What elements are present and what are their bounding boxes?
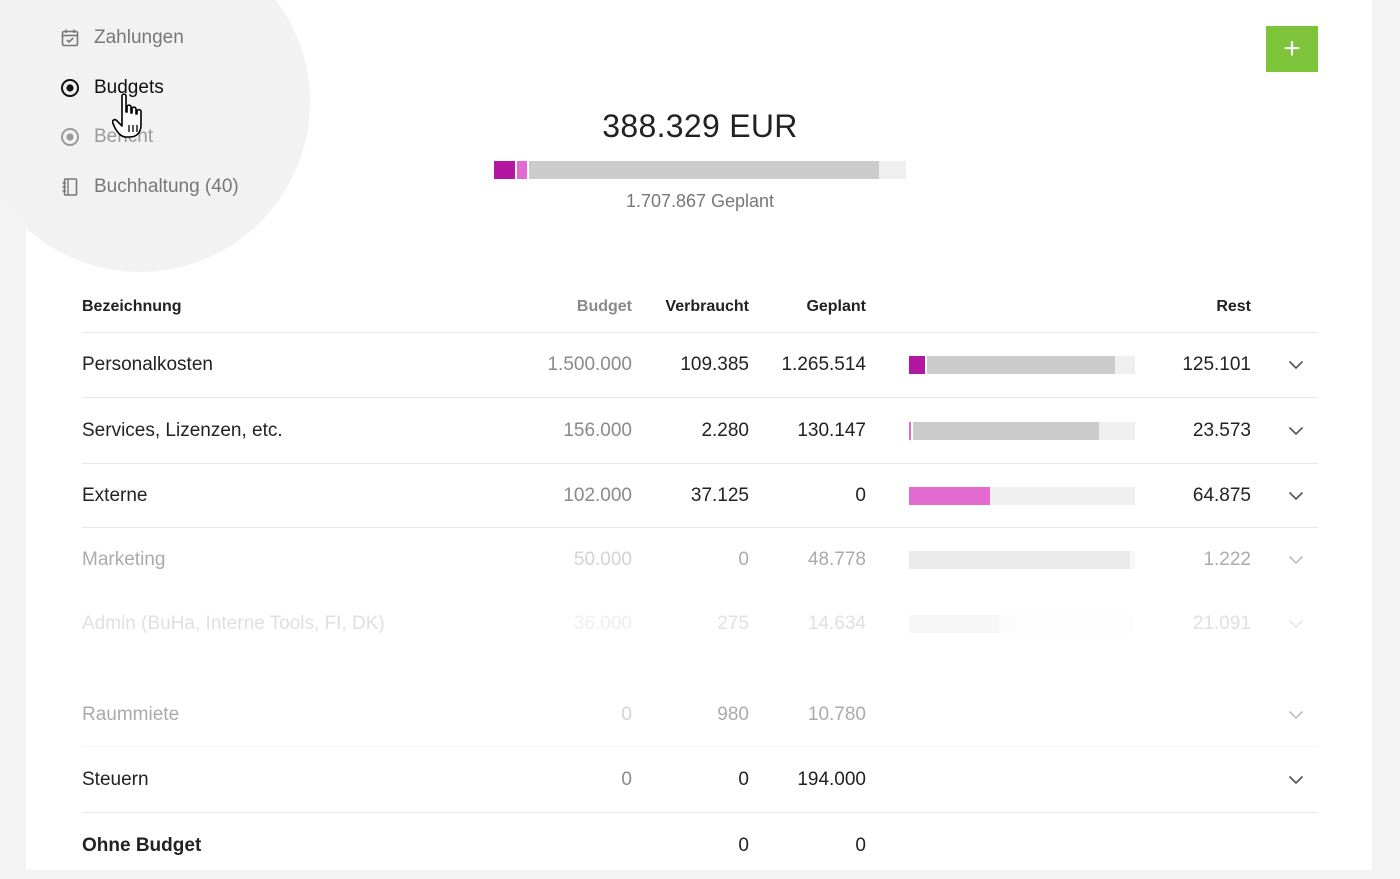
row-geplant: 48.778: [807, 549, 866, 570]
summary-bar-segment: [494, 161, 515, 179]
row-progress-bar: [909, 356, 1135, 374]
nav-label-zahlungen: Zahlungen: [94, 27, 184, 48]
table-row[interactable]: Services, Lizenzen, etc. 156.000 2.280 130.…: [82, 398, 1318, 464]
row-progress: [909, 464, 1135, 527]
row-rest: 64.875: [1192, 484, 1251, 506]
row-bar-segment: [924, 356, 1115, 374]
row-bar-segment: [911, 421, 1099, 440]
row-name: Ohne Budget: [82, 835, 202, 856]
header-bezeichnung: Bezeichnung: [82, 298, 182, 315]
target-icon: [60, 127, 80, 147]
table-row[interactable]: Ohne Budget 0 0: [82, 813, 1318, 879]
budget-summary: 388.329 EUR 1.707.867 Geplant: [494, 104, 906, 212]
hand-cursor-icon: [111, 92, 152, 140]
row-progress: [909, 592, 1135, 656]
chevron-down-icon[interactable]: [1288, 333, 1304, 397]
budget-table: Bezeichnung Budget Verbraucht Geplant Re…: [82, 282, 1318, 879]
row-verbraucht: 275: [717, 613, 749, 634]
table-body: Personalkosten 1.500.000 109.385 1.265.514 1…: [82, 333, 1318, 879]
add-budget-button[interactable]: +: [1266, 26, 1318, 72]
row-budget: 156.000: [563, 419, 632, 441]
row-name: Admin (BuHa, Interne Tools, FI, DK): [82, 613, 385, 634]
table-row[interactable]: Marketing 50.000 0 48.778 1.222: [82, 528, 1318, 592]
table-row[interactable]: Steuern 0 0 194.000: [82, 747, 1318, 813]
row-progress-bar: [909, 615, 1135, 633]
sidebar-nav: Zahlungen Budgets Bericht Buchhaltung (4…: [26, 0, 326, 260]
row-name: Marketing: [82, 549, 166, 570]
row-verbraucht: 0: [738, 549, 749, 570]
nav-label-budgets: Budgets: [94, 77, 164, 98]
row-name: Externe: [82, 484, 148, 506]
nav-item-zahlungen[interactable]: Zahlungen: [60, 23, 184, 53]
row-geplant: 130.147: [797, 419, 866, 441]
chevron-down-icon[interactable]: [1288, 528, 1304, 592]
nav-label-buchhaltung: Buchhaltung (40): [94, 176, 239, 197]
header-budget: Budget: [576, 298, 632, 315]
row-bar-segment: [909, 615, 1000, 633]
row-progress: [909, 398, 1135, 463]
row-budget: 50.000: [573, 549, 632, 570]
total-amount: 388.329 EUR: [602, 108, 798, 144]
row-bar-segment: [909, 486, 991, 505]
row-name: Services, Lizenzen, etc.: [82, 419, 283, 441]
row-progress-bar: [909, 486, 1135, 505]
header-verbraucht: Verbraucht: [665, 298, 749, 315]
row-bar-segment: [909, 421, 912, 440]
row-geplant: 0: [855, 835, 866, 856]
target-icon: [60, 78, 80, 98]
row-verbraucht: 0: [738, 768, 749, 790]
table-row[interactable]: Admin (BuHa, Interne Tools, FI, DK) 36.00…: [82, 592, 1318, 656]
row-verbraucht: 980: [717, 704, 749, 725]
summary-progress-bar: [494, 161, 906, 179]
row-budget: 102.000: [563, 484, 632, 506]
table-row[interactable]: Personalkosten 1.500.000 109.385 1.265.514 1…: [82, 333, 1318, 398]
row-budget: 36.000: [573, 613, 632, 634]
row-bar-segment: [909, 356, 925, 374]
chevron-down-icon[interactable]: [1288, 656, 1304, 746]
table-row[interactable]: Raummiete 0 980 10.780: [82, 656, 1318, 747]
budgets-page: Zahlungen Budgets Bericht Buchhaltung (4…: [0, 0, 1372, 870]
table-row[interactable]: Externe 102.000 37.125 0 64.875: [82, 464, 1318, 528]
row-budget: 1.500.000: [547, 354, 632, 375]
row-verbraucht: 0: [738, 835, 749, 856]
row-progress-bar: [909, 421, 1135, 440]
row-verbraucht: 2.280: [701, 419, 749, 441]
row-progress: [909, 333, 1135, 397]
row-rest: 21.091: [1192, 613, 1251, 634]
row-name: Steuern: [82, 768, 149, 790]
summary-bar-segment: [526, 161, 880, 179]
row-verbraucht: 109.385: [680, 354, 749, 375]
notebook-icon: [60, 177, 80, 197]
row-rest: 125.101: [1182, 354, 1251, 375]
header-geplant: Geplant: [806, 298, 866, 315]
row-budget: 0: [621, 704, 632, 725]
row-geplant: 10.780: [807, 704, 866, 725]
row-progress: [909, 528, 1135, 592]
chevron-down-icon[interactable]: [1288, 592, 1304, 656]
table-header: Bezeichnung Budget Verbraucht Geplant Re…: [82, 282, 1318, 333]
chevron-down-icon[interactable]: [1288, 747, 1304, 812]
row-name: Personalkosten: [82, 354, 213, 375]
row-geplant: 1.265.514: [781, 354, 866, 375]
row-name: Raummiete: [82, 704, 180, 725]
row-verbraucht: 37.125: [690, 484, 749, 506]
calendar-check-icon: [60, 28, 80, 48]
row-progress-bar: [909, 551, 1135, 569]
row-bar-segment: [909, 551, 1131, 569]
header-rest: Rest: [1216, 298, 1251, 315]
row-geplant: 14.634: [807, 613, 866, 634]
chevron-down-icon[interactable]: [1288, 464, 1304, 527]
nav-item-budgets[interactable]: Budgets: [60, 73, 164, 103]
row-geplant: 0: [855, 484, 866, 506]
row-rest: 1.222: [1203, 549, 1251, 570]
row-rest: 23.573: [1192, 419, 1251, 441]
planned-total: 1.707.867 Geplant: [625, 191, 775, 211]
row-geplant: 194.000: [797, 768, 866, 790]
summary-bar-segment: [514, 161, 527, 179]
chevron-down-icon[interactable]: [1288, 398, 1304, 463]
row-budget: 0: [621, 768, 632, 790]
nav-item-buchhaltung[interactable]: Buchhaltung (40): [60, 172, 239, 202]
